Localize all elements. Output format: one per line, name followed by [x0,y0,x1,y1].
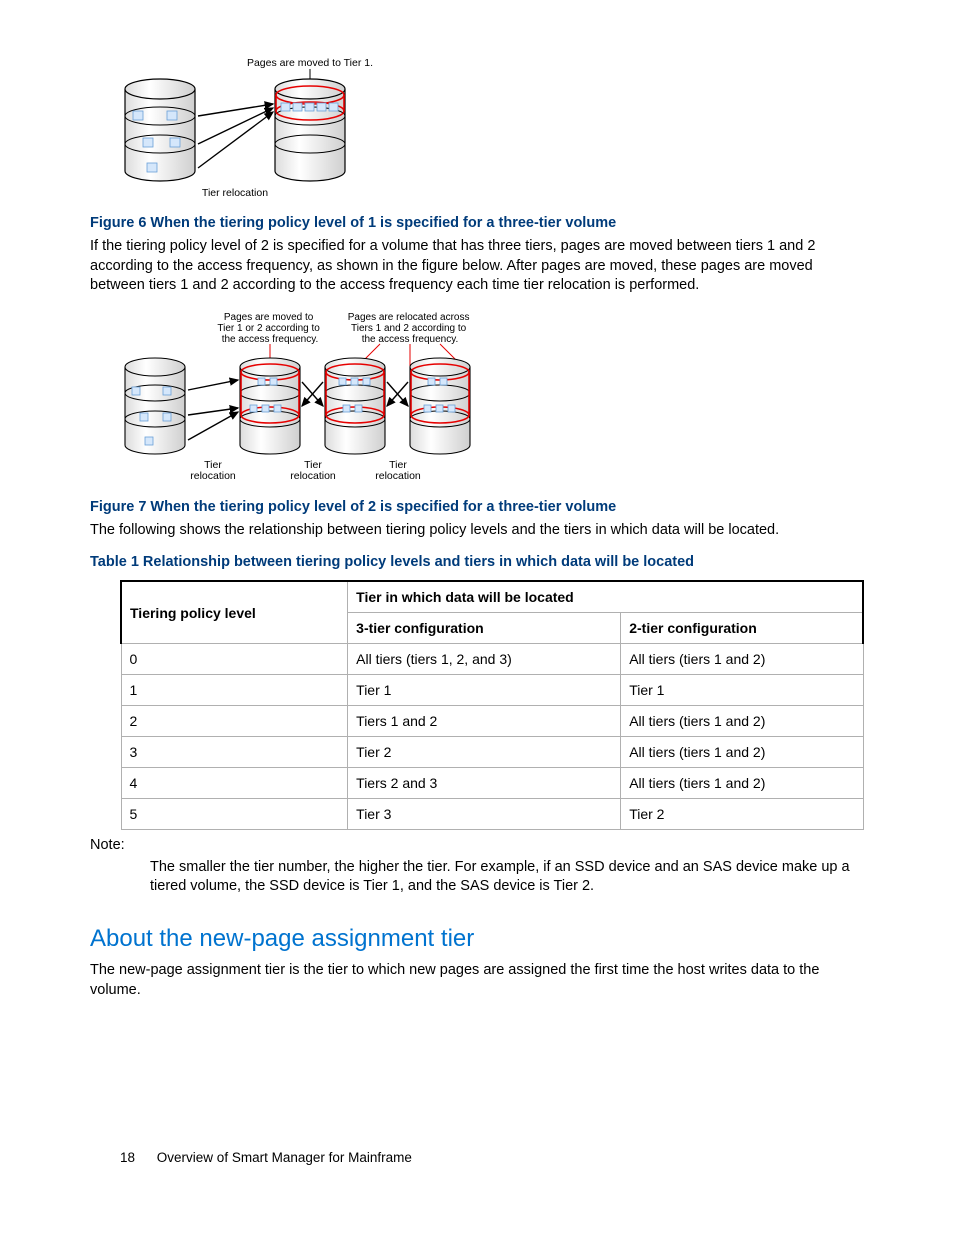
svg-text:Tierrelocation: Tierrelocation [290,459,336,482]
page-container: Pages are moved to Tier 1. [0,0,954,1205]
cell-policy-level: 4 [121,768,348,799]
section-heading: About the new-page assignment tier [90,925,864,953]
fig7-label-right: Pages are relocated across Tiers 1 and 2… [348,312,473,345]
cell-2tier: All tiers (tiers 1 and 2) [621,768,863,799]
fig6-bottom-label: Tier relocation [202,187,268,199]
th-policy-level: Tiering policy level [121,581,348,644]
cell-2tier: All tiers (tiers 1 and 2) [621,706,863,737]
cell-policy-level: 2 [121,706,348,737]
table-row: 0All tiers (tiers 1, 2, and 3)All tiers … [121,644,863,675]
cell-3tier: All tiers (tiers 1, 2, and 3) [348,644,621,675]
figure7-caption: Figure 7 When the tiering policy level o… [90,499,864,515]
figure6-caption: Figure 6 When the tiering policy level o… [90,215,864,231]
table-row: 4Tiers 2 and 3All tiers (tiers 1 and 2) [121,768,863,799]
note-body: The smaller the tier number, the higher … [150,858,864,897]
cell-2tier: Tier 1 [621,675,863,706]
page-footer: 18 Overview of Smart Manager for Mainfra… [120,1150,864,1165]
cell-policy-level: 3 [121,737,348,768]
table-row: 2Tiers 1 and 2All tiers (tiers 1 and 2) [121,706,863,737]
cell-3tier: Tier 3 [348,799,621,830]
section-body: The new-page assignment tier is the tier… [90,961,864,1000]
fig6-top-label: Pages are moved to Tier 1. [247,57,373,69]
cell-policy-level: 0 [121,644,348,675]
cell-policy-level: 1 [121,675,348,706]
cell-2tier: All tiers (tiers 1 and 2) [621,737,863,768]
paragraph-2: The following shows the relationship bet… [90,521,864,541]
figure7-diagram: Pages are moved to Tier 1 or 2 according… [120,310,864,489]
fig7-label-left: Pages are moved to Tier 1 or 2 according… [217,312,322,345]
tiering-table: Tiering policy level Tier in which data … [120,580,864,830]
table-row: 1Tier 1Tier 1 [121,675,863,706]
cell-2tier: Tier 2 [621,799,863,830]
svg-text:Tierrelocation: Tierrelocation [375,459,421,482]
table1-caption: Table 1 Relationship between tiering pol… [90,554,864,570]
page-number: 18 [120,1150,135,1165]
cell-3tier: Tier 2 [348,737,621,768]
th-tier-located: Tier in which data will be located [348,581,863,613]
cell-3tier: Tiers 2 and 3 [348,768,621,799]
note-label: Note: [90,836,864,856]
th-3tier: 3-tier configuration [348,613,621,644]
cell-3tier: Tier 1 [348,675,621,706]
cell-3tier: Tiers 1 and 2 [348,706,621,737]
table-row: 3Tier 2All tiers (tiers 1 and 2) [121,737,863,768]
th-2tier: 2-tier configuration [621,613,863,644]
cell-2tier: All tiers (tiers 1 and 2) [621,644,863,675]
figure6-diagram: Pages are moved to Tier 1. [120,56,864,205]
table-row: 5Tier 3Tier 2 [121,799,863,830]
paragraph-1: If the tiering policy level of 2 is spec… [90,237,864,296]
cell-policy-level: 5 [121,799,348,830]
footer-title: Overview of Smart Manager for Mainframe [157,1150,412,1165]
svg-text:Tierrelocation: Tierrelocation [190,459,236,482]
